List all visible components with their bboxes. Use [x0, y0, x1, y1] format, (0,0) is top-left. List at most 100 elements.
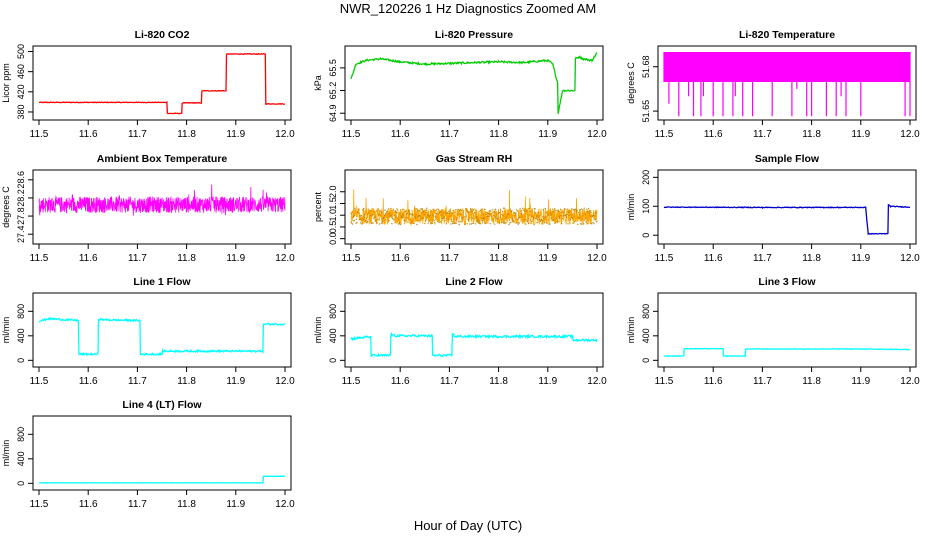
x-tick-label: 11.9: [851, 253, 870, 264]
y-tick-label: 400: [16, 328, 26, 343]
y-tick-label: 27.4: [16, 225, 26, 243]
y-axis-label: ml/min: [626, 194, 636, 221]
y-tick-label: 27.8: [16, 207, 26, 225]
panel-6: Sample Flow 11.5 11.6 11.7 11.8 11.9 12.0 0 100 2…: [626, 153, 920, 264]
plot-frame: [32, 169, 292, 245]
x-tick-label: 11.7: [440, 253, 459, 264]
x-tick-label: 11.6: [704, 376, 723, 387]
series-line: [664, 347, 911, 358]
x-tick-label: 12.0: [275, 253, 295, 264]
x-tick-label: 11.5: [30, 499, 49, 510]
y-axis-label: ml/min: [626, 317, 636, 344]
y-tick-label: 0.0: [328, 232, 338, 245]
y-tick-label: 1.0: [328, 209, 338, 222]
x-tick-label: 11.9: [226, 253, 245, 264]
panel-8: Line 2 Flow 11.5 11.6 11.7 11.8 11.9 12.0 0 400 8…: [313, 276, 607, 387]
x-tick-label: 11.7: [753, 253, 772, 264]
plot-frame: [657, 292, 917, 368]
x-tick-label: 11.5: [655, 129, 674, 140]
x-tick-label: 11.9: [851, 376, 870, 387]
x-tick-label: 11.8: [177, 129, 196, 140]
series-line: [38, 184, 286, 216]
panel-title: Line 2 Flow: [445, 276, 503, 288]
x-tick-label: 11.9: [538, 253, 557, 264]
panel-9: Line 3 Flow 11.5 11.6 11.7 11.8 11.9 12.0 0 400 8…: [626, 276, 920, 387]
x-tick-label: 11.5: [342, 129, 361, 140]
x-tick-label: 11.6: [79, 376, 98, 387]
x-tick-label: 11.7: [128, 129, 147, 140]
x-tick-label: 11.9: [226, 376, 245, 387]
x-tick-label: 11.5: [30, 129, 49, 140]
x-tick-label: 12.0: [275, 376, 295, 387]
x-tick-label: 11.6: [704, 253, 723, 264]
x-tick-label: 12.0: [275, 499, 295, 510]
y-tick-label: 400: [328, 328, 338, 343]
y-tick-label: 380: [16, 104, 26, 119]
x-tick-label: 11.6: [79, 129, 98, 140]
y-tick-label: 28.2: [16, 189, 26, 207]
panel-title: Li-820 CO2: [135, 29, 190, 41]
y-tick-label: 0: [641, 358, 651, 363]
y-tick-label: 420: [16, 84, 26, 99]
series-line: [350, 189, 598, 226]
x-tick-label: 11.8: [177, 376, 196, 387]
y-tick-label: 65.5: [328, 59, 338, 77]
x-tick-label: 11.9: [851, 129, 870, 140]
y-tick-label: 500: [16, 44, 26, 59]
x-tick-label: 11.7: [440, 376, 459, 387]
panel-title: Sample Flow: [755, 153, 820, 165]
x-tick-label: 11.5: [30, 376, 49, 387]
series-line: [663, 203, 910, 236]
y-axis-label: degrees C: [1, 186, 11, 228]
y-tick-label: 0: [328, 358, 338, 363]
x-tick-label: 12.0: [587, 376, 607, 387]
y-axis-label: ml/min: [1, 440, 11, 467]
y-tick-label: 0: [16, 358, 26, 363]
series-points: [350, 207, 598, 226]
plot-frame: [657, 45, 917, 121]
y-tick-label: 2.0: [328, 186, 338, 199]
x-tick-label: 11.9: [538, 376, 557, 387]
x-tick-label: 11.9: [226, 499, 245, 510]
x-tick-label: 11.7: [753, 376, 772, 387]
y-tick-label: 800: [328, 304, 338, 319]
y-axis-label: ml/min: [313, 317, 323, 344]
plot-frame: [32, 45, 292, 121]
plot-frame: [32, 292, 292, 368]
x-tick-label: 11.7: [128, 376, 147, 387]
y-tick-label: 1.5: [328, 197, 338, 210]
x-tick-label: 11.9: [226, 129, 245, 140]
x-tick-label: 11.6: [391, 376, 410, 387]
series-line: [663, 52, 911, 117]
plot-frame: [32, 415, 292, 491]
y-axis-label: kPa: [313, 75, 323, 91]
x-tick-label: 11.8: [177, 253, 196, 264]
x-tick-label: 12.0: [900, 253, 920, 264]
series-line: [350, 331, 598, 358]
x-tick-label: 11.8: [489, 376, 508, 387]
x-tick-label: 11.7: [128, 499, 147, 510]
plot-frame: [344, 169, 604, 245]
panel-title: Gas Stream RH: [436, 153, 512, 165]
x-axis-caption: Hour of Day (UTC): [413, 518, 523, 533]
panel-2: Li-820 Pressure 11.5 11.6 11.7 11.8 11.9 12.0 6…: [313, 29, 607, 140]
plot-frame: [657, 169, 917, 245]
y-tick-label: 51.65: [641, 100, 651, 123]
y-tick-label: 400: [641, 328, 651, 343]
x-tick-label: 11.8: [177, 499, 196, 510]
x-tick-label: 11.8: [489, 253, 508, 264]
x-tick-label: 12.0: [275, 129, 295, 140]
panel-title: Line 1 Flow: [133, 276, 191, 288]
series-line: [38, 475, 286, 484]
y-axis-label: percent: [313, 191, 323, 222]
panel-7: Line 1 Flow 11.5 11.6 11.7 11.8 11.9 12.0 0 400 8…: [1, 276, 295, 387]
panel-5: Gas Stream RH 11.5 11.6 11.7 11.8 11.9 12.0 0.0…: [313, 153, 607, 264]
x-tick-label: 11.5: [30, 253, 49, 264]
y-tick-label: 400: [16, 451, 26, 466]
x-tick-label: 11.8: [489, 129, 508, 140]
panel-10: Line 4 (LT) Flow 11.5 11.6 11.7 11.8 11.9 12.0…: [1, 399, 295, 510]
page-title: NWR_120226 1 Hz Diagnostics Zoomed AM: [339, 1, 597, 16]
x-tick-label: 12.0: [900, 129, 920, 140]
panel-1: Li-820 CO2 11.5 11.6 11.7 11.8 11.9 12.0 380 420…: [1, 29, 295, 140]
